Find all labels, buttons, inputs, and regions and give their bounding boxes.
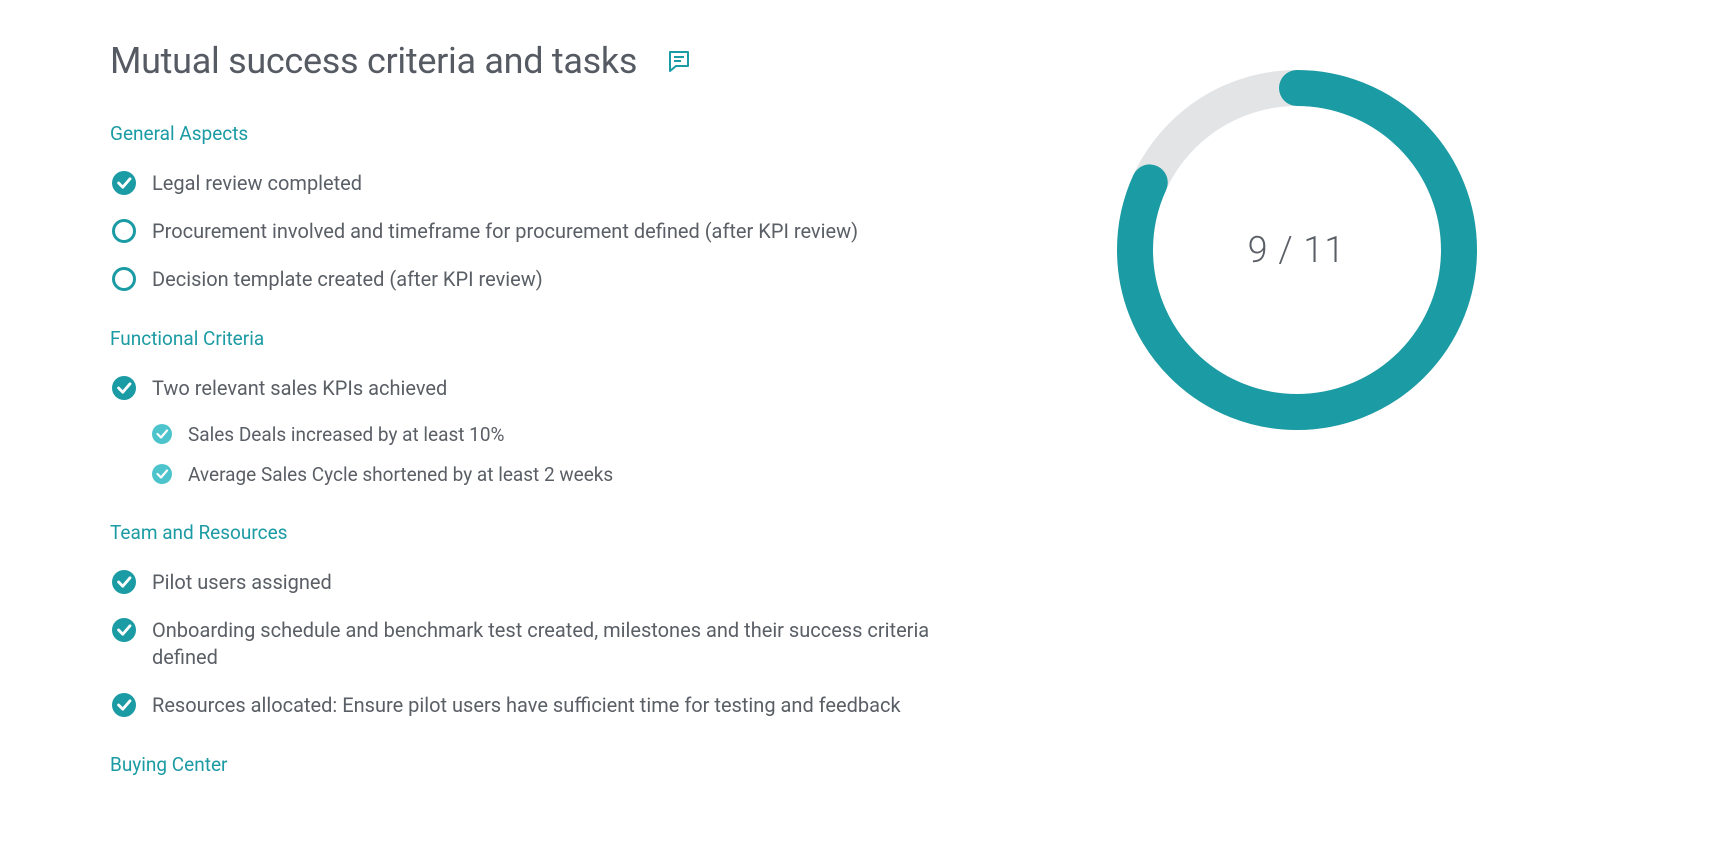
task-item: Procurement involved and timeframe for p… [110,217,930,245]
task-sub-item: Sales Deals increased by at least 10% [150,422,930,448]
task-text: Pilot users assigned [152,568,332,596]
unchecked-icon[interactable] [110,217,138,245]
task-text: Resources allocated: Ensure pilot users … [152,691,901,719]
task-list: Legal review completed Procurement invol… [110,169,930,293]
task-item: Pilot users assigned [110,568,930,596]
task-text: Sales Deals increased by at least 10% [188,422,504,448]
task-item: Onboarding schedule and benchmark test c… [110,616,930,671]
task-sub-item: Average Sales Cycle shortened by at leas… [150,462,930,488]
progress-label: 9 / 11 [1117,70,1477,430]
task-text: Decision template created (after KPI rev… [152,265,543,293]
unchecked-icon[interactable] [110,265,138,293]
task-text: Procurement involved and timeframe for p… [152,217,858,245]
checked-icon[interactable] [150,462,174,486]
page-title: Mutual success criteria and tasks [110,40,637,82]
task-list: Pilot users assigned Onboarding schedule… [110,568,930,719]
task-item: Decision template created (after KPI rev… [110,265,930,293]
page-root: Mutual success criteria and tasks Genera… [0,0,1723,810]
task-item: Legal review completed [110,169,930,197]
task-text: Onboarding schedule and benchmark test c… [152,616,930,671]
title-row: Mutual success criteria and tasks [110,40,930,82]
section-heading: Functional Criteria [110,327,930,350]
checked-icon[interactable] [150,422,174,446]
task-item: Resources allocated: Ensure pilot users … [110,691,930,719]
checked-icon[interactable] [110,691,138,719]
left-column: Mutual success criteria and tasks Genera… [110,40,930,810]
checked-icon[interactable] [110,169,138,197]
checked-icon[interactable] [110,568,138,596]
checked-icon[interactable] [110,616,138,644]
section-heading: Buying Center [110,753,930,776]
progress-donut: 9 / 11 [1117,70,1477,430]
task-list: Two relevant sales KPIs achieved Sales D… [110,374,930,487]
section-heading: Team and Resources [110,521,930,544]
checked-icon[interactable] [110,374,138,402]
task-text: Average Sales Cycle shortened by at leas… [188,462,613,488]
sections-container: General Aspects Legal review completed P… [110,122,930,776]
task-item: Two relevant sales KPIs achieved [110,374,930,402]
task-text: Two relevant sales KPIs achieved [152,374,447,402]
task-text: Legal review completed [152,169,362,197]
right-column: 9 / 11 [930,40,1663,810]
comment-icon[interactable] [667,49,691,73]
section-heading: General Aspects [110,122,930,145]
